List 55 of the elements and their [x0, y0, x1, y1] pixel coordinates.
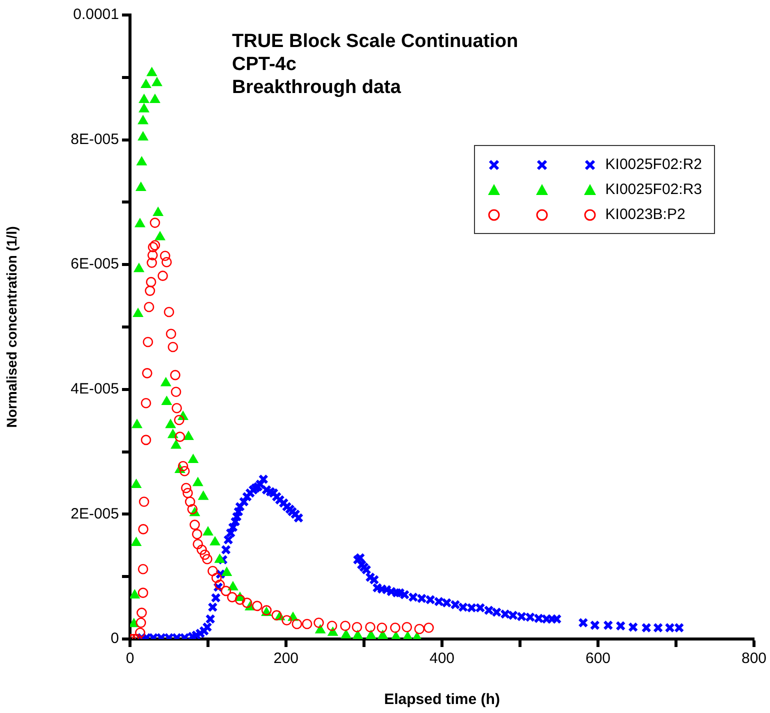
- point: [366, 630, 376, 639]
- point: [139, 94, 150, 104]
- x-tick-label: 600: [585, 650, 611, 668]
- point: [171, 440, 181, 449]
- point: [150, 94, 160, 104]
- point: [378, 630, 388, 639]
- text: TRUE Block Scale Continuation CPT-4c Breakthrough data: [232, 30, 518, 99]
- point: [134, 263, 144, 272]
- point: [168, 429, 178, 438]
- point: [131, 479, 142, 488]
- x-tick-label: 400: [429, 650, 455, 668]
- x-axis-title: Elapsed time (h): [384, 691, 500, 708]
- point: [136, 156, 147, 166]
- point: [352, 630, 363, 639]
- point: [133, 308, 144, 318]
- point: [130, 590, 140, 598]
- point: [210, 536, 220, 546]
- point: [228, 582, 238, 590]
- point: [132, 419, 142, 428]
- point: [155, 231, 166, 240]
- y-tick-label: 8E-005: [70, 130, 119, 148]
- x-tick-label: 0: [126, 650, 134, 668]
- x-tick-label: 800: [741, 650, 767, 668]
- point: [162, 396, 172, 406]
- y-tick-label: 6E-005: [70, 256, 119, 273]
- point: [138, 115, 148, 124]
- y-tick-label: 0.0001: [73, 6, 119, 24]
- point: [192, 477, 203, 486]
- point: [152, 77, 162, 86]
- point: [198, 491, 208, 500]
- point: [341, 630, 352, 638]
- point: [203, 526, 213, 536]
- legend-label: KI0025F02:R3: [605, 181, 702, 198]
- point: [166, 419, 176, 428]
- point: [153, 207, 164, 216]
- point: [222, 567, 232, 576]
- point: [139, 104, 150, 112]
- legend-label: KI0025F02:R2: [605, 156, 702, 173]
- x-tick-label: 200: [273, 650, 299, 668]
- y-axis-title: Normalised concentration (1/l): [3, 226, 20, 428]
- point: [146, 67, 157, 76]
- y-tick-label: 0: [110, 630, 119, 648]
- point: [214, 554, 225, 563]
- point: [160, 378, 171, 386]
- point: [136, 182, 146, 191]
- point: [315, 624, 326, 634]
- point: [188, 454, 198, 464]
- point: [135, 218, 145, 228]
- point: [184, 431, 194, 440]
- point: [141, 79, 151, 88]
- y-tick-label: 4E-005: [70, 380, 119, 398]
- point: [138, 132, 148, 140]
- point: [131, 537, 142, 546]
- y-tick-label: 2E-005: [70, 505, 119, 522]
- legend-label: KI0023B:P2: [605, 206, 686, 223]
